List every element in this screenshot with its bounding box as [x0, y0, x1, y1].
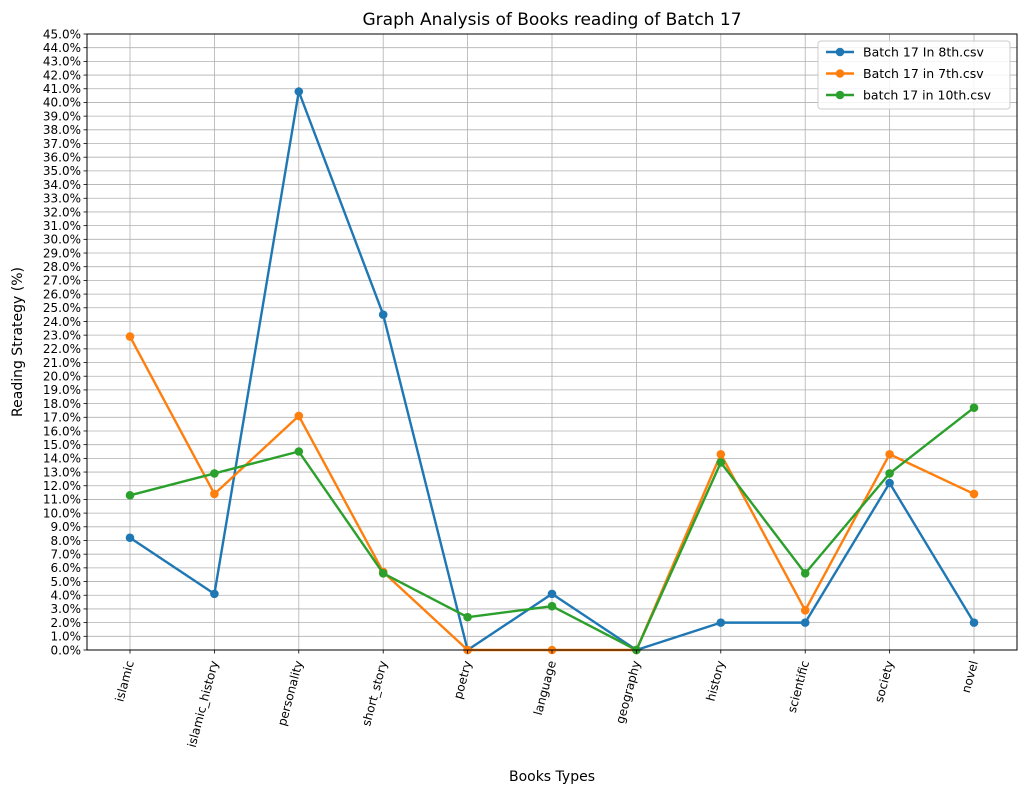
y-tick-label: 30.0% — [43, 233, 81, 247]
data-point — [800, 569, 810, 578]
data-point — [125, 491, 135, 500]
y-tick-label: 24.0% — [43, 315, 81, 329]
y-tick-label: 36.0% — [43, 151, 81, 165]
legend-label: Batch 17 In 8th.csv — [863, 45, 985, 60]
data-point — [210, 469, 219, 478]
legend-label: batch 17 in 10th.csv — [863, 88, 992, 103]
data-point — [800, 606, 810, 615]
y-tick-label: 13.0% — [43, 465, 81, 479]
y-tick-label: 14.0% — [43, 452, 81, 466]
data-point — [716, 458, 726, 467]
data-point — [969, 403, 979, 413]
y-tick-label: 27.0% — [43, 274, 81, 288]
legend-marker — [835, 90, 845, 100]
data-point — [969, 618, 979, 627]
y-tick-label: 34.0% — [43, 178, 81, 192]
y-tick-label: 2.0% — [51, 616, 82, 630]
y-tick-label: 4.0% — [51, 589, 82, 603]
y-tick-label: 6.0% — [51, 561, 82, 575]
y-tick-label: 15.0% — [43, 438, 81, 452]
grid — [87, 33, 1017, 651]
data-point — [378, 569, 388, 578]
data-point — [885, 469, 894, 478]
y-tick-label: 44.0% — [43, 41, 81, 55]
data-point — [210, 589, 219, 599]
data-point — [210, 489, 219, 499]
data-point — [800, 618, 810, 627]
y-tick-label: 31.0% — [43, 219, 81, 233]
data-point — [969, 489, 979, 499]
y-tick-label: 45.0% — [43, 27, 81, 41]
y-tick-label: 12.0% — [43, 479, 81, 493]
legend-marker — [835, 47, 845, 57]
y-axis-title: Reading Strategy (%) — [10, 267, 26, 417]
y-tick-label: 39.0% — [43, 109, 81, 123]
x-axis-title: Books Types — [509, 769, 595, 785]
y-tick-label: 32.0% — [43, 205, 81, 219]
legend-item: Batch 17 in 7th.csv — [826, 66, 984, 81]
y-tick-label: 21.0% — [43, 356, 81, 370]
y-axis: 0.0%1.0%2.0%3.0%4.0%5.0%6.0%7.0%8.0%9.0%… — [43, 27, 87, 657]
data-point — [547, 601, 557, 611]
data-point — [716, 618, 726, 627]
y-tick-label: 0.0% — [51, 643, 82, 657]
legend-label: Batch 17 in 7th.csv — [863, 66, 984, 81]
y-tick-label: 22.0% — [43, 342, 81, 356]
y-tick-label: 8.0% — [51, 534, 82, 548]
data-point — [378, 310, 388, 319]
y-tick-label: 19.0% — [43, 383, 81, 397]
y-tick-label: 3.0% — [51, 602, 82, 616]
y-tick-label: 28.0% — [43, 260, 81, 274]
y-tick-label: 29.0% — [43, 246, 81, 260]
data-point — [885, 478, 894, 488]
y-tick-label: 10.0% — [43, 506, 81, 520]
data-point — [885, 449, 894, 459]
y-tick-label: 18.0% — [43, 397, 81, 411]
legend-item: Batch 17 In 8th.csv — [826, 45, 985, 60]
data-point — [125, 533, 135, 543]
y-tick-label: 16.0% — [43, 424, 81, 438]
y-tick-label: 9.0% — [51, 520, 82, 534]
data-point — [463, 612, 472, 622]
y-tick-label: 43.0% — [43, 55, 81, 69]
y-tick-label: 5.0% — [51, 575, 82, 589]
chart-title: Graph Analysis of Books reading of Batch… — [362, 10, 741, 30]
legend-item: batch 17 in 10th.csv — [826, 88, 992, 103]
y-tick-label: 1.0% — [51, 630, 82, 644]
data-point — [125, 332, 135, 341]
y-tick-label: 40.0% — [43, 96, 81, 110]
y-tick-label: 41.0% — [43, 82, 81, 96]
data-point — [294, 87, 304, 96]
legend-marker — [835, 69, 845, 78]
y-tick-label: 17.0% — [43, 411, 81, 425]
data-point — [294, 411, 304, 421]
y-tick-label: 11.0% — [43, 493, 81, 507]
legend-box — [817, 40, 1011, 110]
y-tick-label: 7.0% — [51, 547, 82, 561]
y-tick-label: 37.0% — [43, 137, 81, 151]
y-tick-label: 23.0% — [43, 328, 81, 342]
y-tick-label: 25.0% — [43, 301, 81, 315]
data-point — [294, 447, 304, 456]
y-tick-label: 26.0% — [43, 287, 81, 301]
legend: Batch 17 In 8th.csv Batch 17 in 7th.csv ba… — [817, 40, 1011, 110]
y-tick-label: 33.0% — [43, 192, 81, 206]
y-tick-label: 20.0% — [43, 370, 81, 384]
y-tick-label: 35.0% — [43, 164, 81, 178]
y-tick-label: 38.0% — [43, 123, 81, 137]
y-tick-label: 42.0% — [43, 68, 81, 82]
series — [125, 403, 979, 655]
data-point — [547, 589, 557, 599]
data-point — [716, 449, 726, 459]
